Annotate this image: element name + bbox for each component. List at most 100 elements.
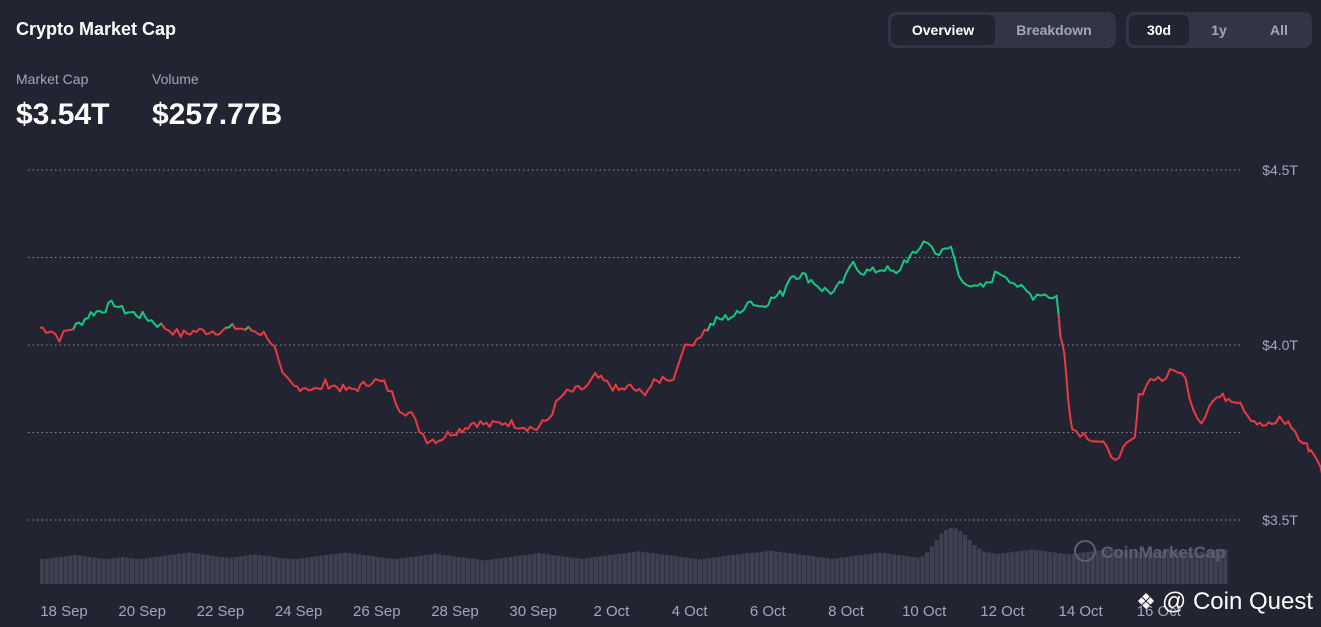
volume-bar <box>1157 551 1162 584</box>
volume-bar <box>177 553 182 584</box>
volume-bar <box>792 553 797 584</box>
volume-bar <box>726 555 731 584</box>
volume-bar <box>494 558 499 584</box>
volume-bar <box>134 558 139 584</box>
volume-bar <box>503 557 508 584</box>
volume-bar <box>674 556 679 584</box>
y-tick-label: $4.0T <box>1262 337 1298 353</box>
volume-bar <box>352 553 357 584</box>
volume-bar <box>996 553 1001 584</box>
volume-bar <box>958 531 963 584</box>
volume-bar <box>574 558 579 584</box>
volume-bar <box>432 553 437 584</box>
volume-bars <box>40 528 1228 584</box>
volume-bar <box>276 557 281 584</box>
volume-bar <box>712 557 717 584</box>
range-1y-button[interactable]: 1y <box>1211 22 1227 38</box>
volume-bar <box>598 556 603 584</box>
volume-bar <box>200 554 206 584</box>
volume-bar <box>910 556 916 584</box>
volume-bar <box>215 556 220 584</box>
volume-bar <box>1185 552 1190 584</box>
source-logo: CoinMarketCap <box>1074 540 1226 562</box>
volume-bar <box>868 553 873 584</box>
range-30d-button[interactable]: 30d <box>1129 15 1189 45</box>
volume-bar <box>129 558 135 584</box>
volume-bar <box>376 556 381 584</box>
volume-bar <box>768 550 774 584</box>
tab-overview[interactable]: Overview <box>891 15 995 45</box>
volume-bar <box>252 554 258 584</box>
market-cap-label: Market Cap <box>16 71 89 87</box>
volume-bar <box>447 555 452 584</box>
volume-bar <box>702 558 707 584</box>
volume-bar <box>830 558 835 584</box>
volume-bar <box>745 553 750 584</box>
volume-bar <box>541 553 546 584</box>
volume-bar <box>759 551 764 584</box>
y-tick-label: $4.5T <box>1262 162 1298 178</box>
range-all-button[interactable]: All <box>1270 22 1288 38</box>
tab-breakdown[interactable]: Breakdown <box>1016 22 1092 38</box>
volume-bar <box>641 551 646 584</box>
volume-bar <box>409 556 414 584</box>
volume-bar <box>896 555 901 584</box>
volume-bar <box>1161 550 1166 584</box>
volume-bar <box>1043 551 1048 584</box>
volume-bar <box>96 558 101 584</box>
volume-bar <box>925 552 930 584</box>
volume-bar <box>1119 550 1124 584</box>
volume-bar <box>797 554 802 584</box>
volume-bar <box>1048 551 1053 584</box>
y-axis-ticks: $3.5T $4.0T $4.5T <box>1262 162 1298 528</box>
volume-bar <box>1152 551 1157 584</box>
volume-bar <box>1029 549 1034 584</box>
volume-bar <box>1071 553 1076 584</box>
volume-bar <box>73 555 78 584</box>
volume-bar <box>579 558 584 584</box>
volume-bar <box>877 552 882 584</box>
volume-bar <box>622 553 627 584</box>
volume-bar <box>854 555 859 584</box>
volume-bar <box>1081 552 1086 584</box>
volume-bar <box>1104 549 1110 584</box>
volume-bar <box>295 558 300 584</box>
volume-bar <box>811 556 816 584</box>
volume-bar <box>333 553 338 584</box>
volume-bar <box>77 555 82 584</box>
volume-bar <box>740 553 745 584</box>
volume-bar <box>731 555 736 584</box>
volume-bar <box>773 551 778 584</box>
volume-bar <box>125 557 130 584</box>
volume-bar <box>181 553 187 584</box>
volume-bar <box>986 552 991 584</box>
volume-bar <box>1171 550 1176 584</box>
chart-title: Crypto Market Cap <box>16 19 177 39</box>
volume-bar <box>499 558 504 584</box>
volume-bar <box>1128 551 1133 584</box>
volume-bar <box>697 559 703 584</box>
volume-bar <box>153 556 158 584</box>
volume-bar <box>906 556 911 584</box>
volume-bar <box>749 552 755 584</box>
volume-bar <box>342 552 348 584</box>
volume-bar <box>219 556 224 584</box>
x-tick-label: 8 Oct <box>828 603 865 620</box>
volume-bar <box>300 558 305 584</box>
volume-bar <box>783 552 788 584</box>
volume-stat: Volume $257.77B <box>152 71 282 132</box>
x-tick-label: 12 Oct <box>980 603 1025 620</box>
volume-bar <box>764 551 769 584</box>
volume-bar <box>172 554 177 584</box>
volume-bar <box>1166 550 1171 584</box>
grid-lines <box>28 169 1240 521</box>
volume-bar <box>1076 553 1081 584</box>
volume-bar <box>882 553 887 584</box>
volume-bar <box>205 555 210 584</box>
y-tick-label: $3.5T <box>1262 512 1298 528</box>
volume-bar <box>87 556 92 584</box>
volume-bar <box>167 555 172 584</box>
volume-bar <box>357 554 362 584</box>
volume-bar <box>972 544 977 584</box>
